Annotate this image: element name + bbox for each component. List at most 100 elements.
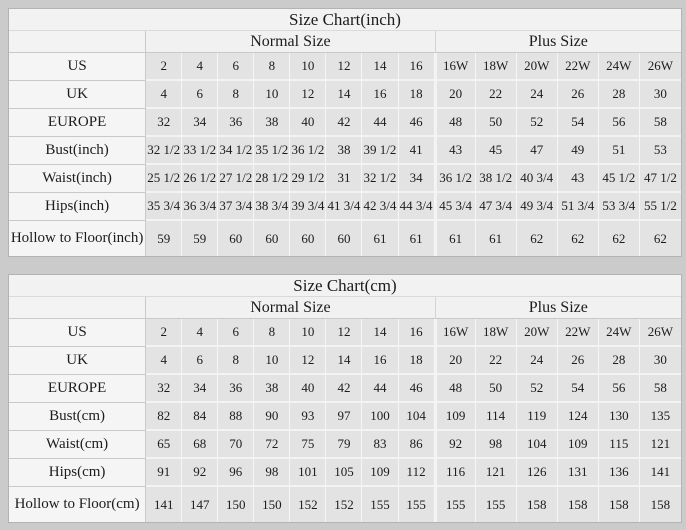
size-cell: 28 (598, 347, 640, 375)
size-cell: 18W (475, 53, 517, 81)
size-cell: 31 (326, 165, 363, 193)
size-cell: 40 (290, 109, 327, 137)
size-cell: 55 1/2 (639, 193, 681, 221)
size-cell: 72 (254, 431, 291, 459)
size-cell: 109 (434, 403, 476, 431)
row-label: Hips(cm) (9, 459, 147, 487)
size-cell: 30 (639, 81, 681, 109)
size-cell: 14 (362, 319, 399, 347)
size-cell: 60 (290, 221, 327, 256)
size-cell: 12 (326, 53, 363, 81)
size-cell: 36 1/2 (434, 165, 476, 193)
size-cell: 86 (398, 431, 435, 459)
size-cell: 155 (362, 487, 399, 522)
table-row: Bust(inch) 32 1/2 33 1/2 34 1/2 35 1/2 36 1/2… (9, 137, 681, 165)
size-cell: 4 (182, 53, 219, 81)
size-cell: 16 (362, 81, 399, 109)
column-group-normal-size: Normal Size (146, 297, 435, 319)
size-cell: 26W (639, 319, 681, 347)
row-label: Bust(inch) (9, 137, 147, 165)
size-cell: 152 (326, 487, 363, 522)
table-row: US 2 4 6 8 10 12 14 16 16W 18W 20W 22W 24W 26W (9, 53, 681, 81)
size-cell: 42 3/4 (362, 193, 399, 221)
size-chart-cm-title: Size Chart(cm) (9, 275, 681, 297)
size-cell: 62 (639, 221, 681, 256)
size-cell: 37 3/4 (218, 193, 255, 221)
size-cell: 88 (218, 403, 255, 431)
size-cell: 8 (254, 319, 291, 347)
table-row: Waist(cm) 65 68 70 72 75 79 83 86 92 98 104 109 115 12… (9, 431, 681, 459)
row-label: UK (9, 81, 147, 109)
corner-cell (9, 297, 147, 319)
size-cell: 6 (182, 347, 219, 375)
size-cell: 36 1/2 (290, 137, 327, 165)
size-cell: 44 (362, 375, 399, 403)
size-cell: 60 (254, 221, 291, 256)
size-cell: 152 (290, 487, 327, 522)
size-cell: 45 3/4 (434, 193, 476, 221)
size-cell: 130 (598, 403, 640, 431)
size-cell: 155 (475, 487, 517, 522)
size-cell: 14 (326, 347, 363, 375)
size-cell: 61 (398, 221, 435, 256)
size-cell: 4 (182, 319, 219, 347)
size-cell: 12 (290, 81, 327, 109)
table-row: UK 4 6 8 10 12 14 16 18 20 22 24 26 28 30 (9, 81, 681, 109)
size-cell: 60 (326, 221, 363, 256)
size-cell: 104 (516, 431, 558, 459)
size-cell: 25 1/2 (146, 165, 183, 193)
size-cell: 97 (326, 403, 363, 431)
row-label: US (9, 53, 147, 81)
size-cell: 90 (254, 403, 291, 431)
size-cell: 150 (218, 487, 255, 522)
size-cell: 119 (516, 403, 558, 431)
row-label: Hollow to Floor(inch) (9, 221, 147, 256)
size-cell: 33 1/2 (182, 137, 219, 165)
size-cell: 4 (146, 347, 183, 375)
size-cell: 59 (182, 221, 219, 256)
size-cell: 16 (398, 53, 435, 81)
size-cell: 62 (516, 221, 558, 256)
size-cell: 124 (557, 403, 599, 431)
size-cell: 16 (362, 347, 399, 375)
size-cell: 41 3/4 (326, 193, 363, 221)
size-cell: 59 (146, 221, 183, 256)
size-cell: 158 (639, 487, 681, 522)
row-label: EUROPE (9, 109, 147, 137)
size-cell: 26 (557, 81, 599, 109)
size-cell: 30 (639, 347, 681, 375)
size-cell: 8 (218, 347, 255, 375)
size-cell: 27 1/2 (218, 165, 255, 193)
size-cell: 82 (146, 403, 183, 431)
table-row: Hollow to Floor(inch) 59 59 60 60 60 60 61 61 61 6… (9, 221, 681, 256)
size-cell: 158 (598, 487, 640, 522)
size-cell: 121 (639, 431, 681, 459)
row-label: Waist(cm) (9, 431, 147, 459)
size-cell: 61 (434, 221, 476, 256)
size-chart-inch: Size Chart(inch) Normal Size Plus Size US 2… (8, 8, 682, 257)
size-cell: 40 3/4 (516, 165, 558, 193)
size-cell: 42 (326, 109, 363, 137)
size-cell: 75 (290, 431, 327, 459)
size-cell: 12 (290, 347, 327, 375)
size-cell: 47 3/4 (475, 193, 517, 221)
size-cell: 39 3/4 (290, 193, 327, 221)
size-cell: 14 (362, 53, 399, 81)
size-cell: 16W (434, 319, 476, 347)
size-cell: 6 (218, 319, 255, 347)
size-cell: 47 (516, 137, 558, 165)
size-cell: 51 (598, 137, 640, 165)
size-cell: 116 (434, 459, 476, 487)
size-cell: 112 (398, 459, 435, 487)
size-cell: 28 1/2 (254, 165, 291, 193)
size-cell: 10 (254, 347, 291, 375)
size-cell: 26 1/2 (182, 165, 219, 193)
size-cell: 92 (434, 431, 476, 459)
size-cell: 104 (398, 403, 435, 431)
size-cell: 4 (146, 81, 183, 109)
size-cell: 2 (146, 53, 183, 81)
size-cell: 36 (218, 109, 255, 137)
size-cell: 47 1/2 (639, 165, 681, 193)
size-cell: 54 (557, 109, 599, 137)
